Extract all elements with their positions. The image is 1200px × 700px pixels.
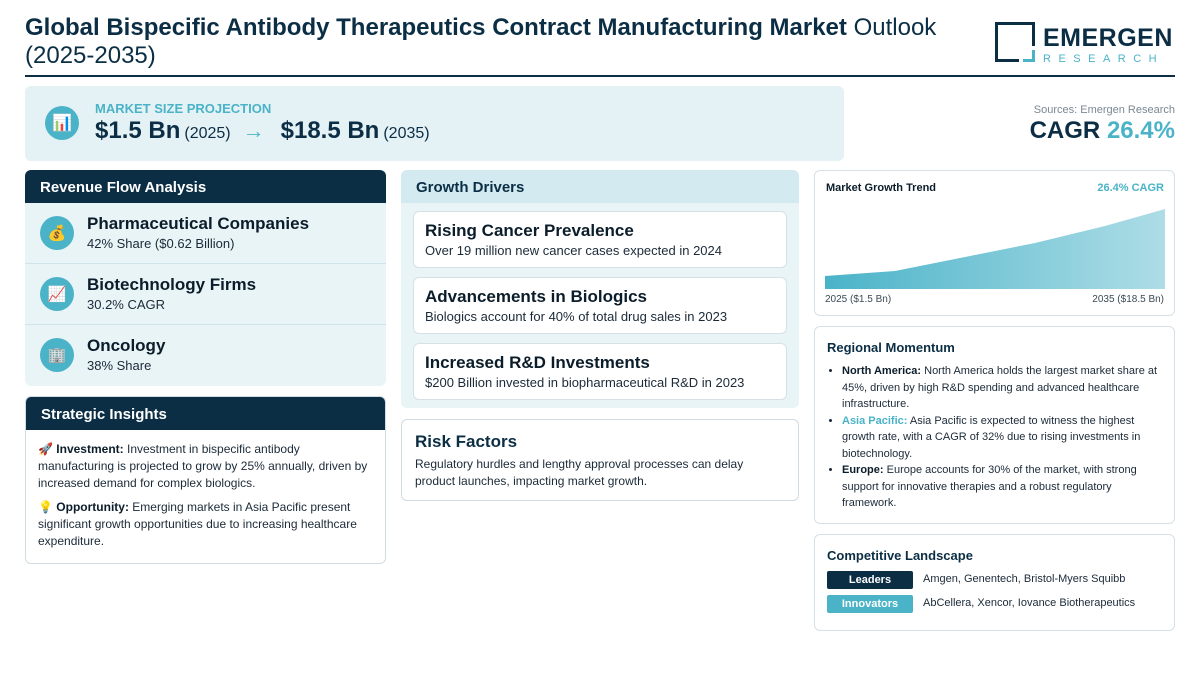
- revenue-flow-panel: Revenue Flow Analysis 💰 Pharmaceutical C…: [25, 170, 386, 386]
- region-item: Europe: Europe accounts for 30% of the m…: [842, 462, 1164, 512]
- competitive-landscape-panel: Competitive Landscape Leaders Amgen, Gen…: [814, 534, 1175, 631]
- market-size-end-year: (2035): [383, 125, 430, 142]
- revenue-item-title: Oncology: [87, 336, 166, 355]
- driver-sub: $200 Billion invested in biopharmaceutic…: [425, 375, 745, 390]
- market-size-start-value: $1.5 Bn: [95, 117, 181, 144]
- logo-wordmark: EMERGEN: [1043, 24, 1173, 52]
- driver-card: Rising Cancer Prevalence Over 19 million…: [413, 211, 787, 268]
- insight-label: Opportunity:: [56, 500, 129, 514]
- market-size-end-value: $18.5 Bn: [280, 117, 380, 144]
- revenue-item: 💰 Pharmaceutical Companies 42% Share ($0…: [25, 203, 386, 264]
- risk-factors-title: Risk Factors: [415, 432, 518, 451]
- cagr-summary: Sources: Emergen Research CAGR 26.4%: [1030, 104, 1175, 145]
- strategic-insights-body: 🚀 Investment: Investment in bispecific a…: [26, 430, 385, 563]
- insight-label: Investment:: [56, 442, 124, 456]
- header: Global Bispecific Antibody Therapeutics …: [25, 12, 1175, 77]
- growth-drivers-panel: Growth Drivers Rising Cancer Prevalence …: [401, 170, 799, 408]
- trend-start-label: 2025 ($1.5 Bn): [825, 294, 892, 305]
- revenue-item-title: Biotechnology Firms: [87, 275, 257, 294]
- region-list: North America: North America holds the l…: [842, 363, 1164, 512]
- cagr-value: 26.4%: [1106, 117, 1175, 144]
- trend-area-chart: [825, 209, 1165, 289]
- competitor-row: Leaders Amgen, Genentech, Bristol-Myers …: [827, 571, 1167, 589]
- cagr-headline: CAGR 26.4%: [1030, 117, 1175, 145]
- revenue-item: 📈 Biotechnology Firms 30.2% CAGR: [25, 264, 386, 325]
- page-title-rest: Outlook (2025-2035): [25, 14, 937, 69]
- trend-end-label: 2035 ($18.5 Bn): [1092, 294, 1164, 305]
- risk-factors-panel: Risk Factors Regulatory hurdles and leng…: [401, 419, 799, 501]
- driver-card: Increased R&D Investments $200 Billion i…: [413, 343, 787, 400]
- market-size-banner: 📊 MARKET SIZE PROJECTION $1.5 Bn (2025) → $…: [25, 86, 844, 161]
- market-size-values: $1.5 Bn (2025) → $18.5 Bn (2035): [95, 117, 430, 145]
- rocket-icon: 🚀: [38, 442, 53, 456]
- strategic-insights-title: Strategic Insights: [26, 397, 385, 430]
- driver-card: Advancements in Biologics Biologics acco…: [413, 277, 787, 334]
- chart-icon: 📊: [45, 106, 79, 140]
- innovators-badge: Innovators: [827, 595, 913, 613]
- region-label: Europe:: [842, 464, 884, 476]
- arrow-right-icon: →: [242, 118, 265, 143]
- trend-cagr: 26.4% CAGR: [1097, 182, 1164, 194]
- logo-mark-icon: [995, 22, 1035, 62]
- cagr-label: CAGR: [1029, 117, 1101, 144]
- market-size-label: MARKET SIZE PROJECTION: [95, 101, 272, 116]
- building-icon: 🏢: [40, 338, 74, 372]
- competitor-row: Innovators AbCellera, Xencor, Iovance Bi…: [827, 595, 1167, 613]
- regional-momentum-panel: Regional Momentum North America: North A…: [814, 326, 1175, 524]
- logo-mark-accent: [1023, 50, 1035, 62]
- insight-item: 💡 Opportunity: Emerging markets in Asia …: [38, 499, 373, 550]
- market-size-start-year: (2025): [184, 125, 231, 142]
- insight-text: Investment in bispecific antibody manufa…: [38, 442, 368, 490]
- lightbulb-icon: 💡: [38, 500, 53, 514]
- region-label: Asia Pacific:: [842, 414, 908, 427]
- insight-text: Emerging markets in Asia Pacific present…: [38, 500, 357, 548]
- growth-drivers-title: Growth Drivers: [401, 170, 799, 203]
- insight-item: 🚀 Investment: Investment in bispecific a…: [38, 441, 373, 492]
- logo-subtext: RESEARCH: [1043, 53, 1165, 65]
- region-text: Europe accounts for 30% of the market, w…: [842, 464, 1137, 509]
- driver-title: Increased R&D Investments: [425, 353, 650, 372]
- leaders-badge: Leaders: [827, 571, 913, 589]
- competitor-names: AbCellera, Xencor, Iovance Biotherapeuti…: [923, 597, 1136, 609]
- driver-sub: Biologics account for 40% of total drug …: [425, 309, 728, 324]
- trend-area: [825, 209, 1165, 289]
- revenue-flow-title: Revenue Flow Analysis: [25, 170, 386, 203]
- region-text: North America holds the largest market s…: [842, 365, 1158, 410]
- trend-up-icon: 📈: [40, 277, 74, 311]
- region-text: Asia Pacific is expected to witness the …: [842, 414, 1141, 460]
- region-item: Asia Pacific: Asia Pacific is expected t…: [842, 413, 1164, 463]
- trend-title: Market Growth Trend: [826, 182, 937, 194]
- driver-title: Rising Cancer Prevalence: [425, 221, 634, 240]
- competitive-landscape-title: Competitive Landscape: [827, 548, 973, 563]
- market-growth-trend-panel: Market Growth Trend 26.4% CAGR 2025 ($1.…: [814, 170, 1175, 316]
- page-title: Global Bispecific Antibody Therapeutics …: [25, 14, 965, 70]
- page-title-bold: Global Bispecific Antibody Therapeutics …: [25, 14, 847, 41]
- revenue-item-title: Pharmaceutical Companies: [87, 214, 310, 233]
- revenue-item-sub: 42% Share ($0.62 Billion): [87, 236, 235, 251]
- driver-title: Advancements in Biologics: [425, 287, 647, 306]
- region-label: North America:: [842, 365, 922, 377]
- revenue-item: 🏢 Oncology 38% Share: [25, 325, 386, 386]
- risk-factors-text: Regulatory hurdles and lengthy approval …: [415, 457, 744, 488]
- revenue-item-sub: 30.2% CAGR: [87, 297, 166, 312]
- emergen-logo: EMERGEN RESEARCH: [995, 22, 1172, 66]
- driver-sub: Over 19 million new cancer cases expecte…: [425, 243, 722, 258]
- region-item: North America: North America holds the l…: [842, 363, 1164, 413]
- revenue-item-sub: 38% Share: [87, 358, 152, 373]
- competitor-names: Amgen, Genentech, Bristol-Myers Squibb: [923, 573, 1126, 585]
- strategic-insights-panel: Strategic Insights 🚀 Investment: Investm…: [25, 396, 386, 564]
- regional-momentum-title: Regional Momentum: [827, 340, 955, 355]
- sources-text: Sources: Emergen Research: [1033, 104, 1175, 116]
- money-bag-icon: 💰: [40, 216, 74, 250]
